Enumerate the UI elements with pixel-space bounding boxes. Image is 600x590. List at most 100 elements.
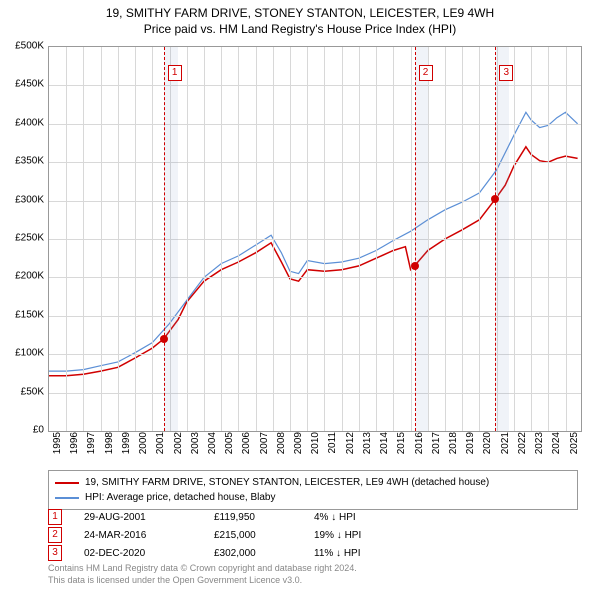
x-tick-label: 2004 [207, 432, 218, 462]
x-tick-label: 2000 [138, 432, 149, 462]
y-tick-label: £200K [4, 271, 44, 282]
x-tick-label: 2025 [569, 432, 580, 462]
gridline-v [548, 47, 549, 431]
gridline-v [221, 47, 222, 431]
gridline-v [359, 47, 360, 431]
x-tick-label: 2001 [155, 432, 166, 462]
gridline-v [445, 47, 446, 431]
y-tick-label: £450K [4, 79, 44, 90]
gridline-v [479, 47, 480, 431]
y-tick-label: £300K [4, 194, 44, 205]
x-tick-label: 2019 [465, 432, 476, 462]
x-tick-label: 1998 [104, 432, 115, 462]
sale-marker: 3 [48, 545, 62, 561]
sale-price: £119,950 [214, 512, 314, 523]
y-tick-label: £100K [4, 348, 44, 359]
sale-hpi: 4% ↓ HPI [314, 512, 434, 523]
sale-marker-box: 2 [419, 65, 433, 81]
x-tick-label: 2003 [190, 432, 201, 462]
shade-band [495, 47, 508, 431]
sale-marker-box: 3 [499, 65, 513, 81]
chart-footnote: Contains HM Land Registry data © Crown c… [48, 563, 357, 586]
gridline-v [307, 47, 308, 431]
x-tick-label: 2015 [396, 432, 407, 462]
gridline-v [462, 47, 463, 431]
gridline-v [273, 47, 274, 431]
chart-plot-area: 1 2 3 [48, 46, 582, 432]
gridline-v [204, 47, 205, 431]
footnote-line1: Contains HM Land Registry data © Crown c… [48, 563, 357, 575]
footnote-line2: This data is licensed under the Open Gov… [48, 575, 357, 587]
x-tick-label: 1996 [69, 432, 80, 462]
y-tick-label: £0 [4, 425, 44, 436]
x-tick-label: 1997 [86, 432, 97, 462]
gridline-v [376, 47, 377, 431]
x-tick-label: 2009 [293, 432, 304, 462]
x-tick-label: 2016 [414, 432, 425, 462]
sale-hpi: 19% ↓ HPI [314, 530, 434, 541]
legend-label: 19, SMITHY FARM DRIVE, STONEY STANTON, L… [85, 475, 489, 490]
gridline-v [135, 47, 136, 431]
gridline-v [566, 47, 567, 431]
y-tick-label: £50K [4, 386, 44, 397]
gridline-v [118, 47, 119, 431]
table-row: 2 24-MAR-2016 £215,000 19% ↓ HPI [48, 526, 434, 544]
sales-table: 1 29-AUG-2001 £119,950 4% ↓ HPI 2 24-MAR… [48, 508, 434, 562]
sale-marker: 1 [48, 509, 62, 525]
title-line1: 19, SMITHY FARM DRIVE, STONEY STANTON, L… [0, 6, 600, 22]
gridline-v [187, 47, 188, 431]
x-tick-label: 2022 [517, 432, 528, 462]
x-tick-label: 2021 [500, 432, 511, 462]
sale-vline [495, 47, 496, 431]
gridline-v [531, 47, 532, 431]
gridline-v [238, 47, 239, 431]
sale-vline [415, 47, 416, 431]
shade-band [415, 47, 428, 431]
sale-date: 02-DEC-2020 [84, 548, 214, 559]
gridline-v [152, 47, 153, 431]
y-tick-label: £350K [4, 156, 44, 167]
legend-row: HPI: Average price, detached house, Blab… [55, 490, 571, 505]
sale-marker-box: 1 [168, 65, 182, 81]
gridline-v [411, 47, 412, 431]
gridline-v [290, 47, 291, 431]
x-tick-label: 2010 [310, 432, 321, 462]
x-tick-label: 2008 [276, 432, 287, 462]
x-tick-label: 2011 [327, 432, 338, 462]
x-tick-label: 2013 [362, 432, 373, 462]
sale-price: £215,000 [214, 530, 314, 541]
legend-label: HPI: Average price, detached house, Blab… [85, 490, 276, 505]
x-tick-label: 2018 [448, 432, 459, 462]
sale-dot [411, 262, 419, 270]
legend-row: 19, SMITHY FARM DRIVE, STONEY STANTON, L… [55, 475, 571, 490]
sale-marker: 2 [48, 527, 62, 543]
x-tick-label: 1995 [52, 432, 63, 462]
x-tick-label: 2006 [241, 432, 252, 462]
sale-dot [160, 335, 168, 343]
y-tick-label: £150K [4, 309, 44, 320]
sale-date: 29-AUG-2001 [84, 512, 214, 523]
gridline-v [83, 47, 84, 431]
gridline-v [101, 47, 102, 431]
x-tick-label: 2007 [259, 432, 270, 462]
gridline-v [393, 47, 394, 431]
table-row: 1 29-AUG-2001 £119,950 4% ↓ HPI [48, 508, 434, 526]
x-tick-label: 2023 [534, 432, 545, 462]
x-tick-label: 2002 [173, 432, 184, 462]
x-tick-label: 2020 [482, 432, 493, 462]
chart-legend: 19, SMITHY FARM DRIVE, STONEY STANTON, L… [48, 470, 578, 510]
shade-band [164, 47, 178, 431]
legend-swatch [55, 482, 79, 484]
gridline-v [256, 47, 257, 431]
gridline-v [342, 47, 343, 431]
gridline-v [324, 47, 325, 431]
sale-hpi: 11% ↓ HPI [314, 548, 434, 559]
table-row: 3 02-DEC-2020 £302,000 11% ↓ HPI [48, 544, 434, 562]
chart-container: 19, SMITHY FARM DRIVE, STONEY STANTON, L… [0, 0, 600, 590]
sale-vline [164, 47, 165, 431]
x-tick-label: 2014 [379, 432, 390, 462]
y-tick-label: £250K [4, 233, 44, 244]
sale-price: £302,000 [214, 548, 314, 559]
x-tick-label: 2024 [551, 432, 562, 462]
y-tick-label: £500K [4, 41, 44, 52]
